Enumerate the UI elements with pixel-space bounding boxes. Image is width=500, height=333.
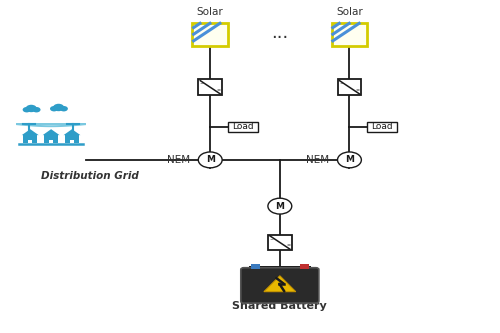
FancyBboxPatch shape [300, 264, 309, 269]
FancyBboxPatch shape [249, 266, 311, 270]
Text: =: = [356, 88, 360, 93]
Text: ...: ... [271, 24, 288, 42]
Text: ~: ~ [200, 82, 204, 87]
Text: =: = [286, 243, 290, 248]
FancyBboxPatch shape [241, 268, 319, 303]
Text: M: M [206, 156, 214, 165]
Circle shape [26, 105, 37, 112]
FancyBboxPatch shape [192, 23, 228, 46]
Circle shape [60, 106, 68, 112]
FancyBboxPatch shape [338, 79, 361, 95]
Text: Solar: Solar [336, 7, 363, 17]
Text: M: M [345, 156, 354, 165]
Circle shape [50, 106, 58, 112]
FancyBboxPatch shape [268, 234, 292, 250]
Text: ~: ~ [339, 82, 343, 87]
FancyBboxPatch shape [44, 135, 58, 144]
FancyBboxPatch shape [332, 23, 368, 46]
Polygon shape [64, 129, 80, 135]
Circle shape [338, 152, 361, 168]
FancyBboxPatch shape [50, 140, 53, 144]
Text: Load: Load [232, 122, 254, 132]
FancyBboxPatch shape [70, 140, 74, 144]
Text: ~: ~ [270, 237, 274, 242]
FancyBboxPatch shape [24, 135, 37, 144]
Text: M: M [276, 201, 284, 211]
Polygon shape [42, 129, 59, 135]
Text: Distribution Grid: Distribution Grid [41, 171, 139, 181]
Circle shape [32, 107, 40, 113]
Text: Solar: Solar [197, 7, 224, 17]
Polygon shape [264, 276, 296, 292]
FancyBboxPatch shape [28, 140, 32, 144]
FancyBboxPatch shape [228, 122, 258, 132]
Circle shape [53, 104, 64, 111]
Polygon shape [22, 129, 38, 135]
Text: NEM: NEM [167, 155, 190, 165]
Text: =: = [216, 88, 220, 93]
FancyBboxPatch shape [368, 122, 397, 132]
FancyBboxPatch shape [198, 79, 222, 95]
Text: Shared Battery: Shared Battery [232, 301, 327, 311]
FancyBboxPatch shape [250, 264, 260, 269]
Text: NEM: NEM [306, 155, 330, 165]
Circle shape [198, 152, 222, 168]
Text: Load: Load [372, 122, 393, 132]
FancyBboxPatch shape [65, 135, 79, 144]
Circle shape [22, 107, 31, 113]
Circle shape [268, 198, 292, 214]
